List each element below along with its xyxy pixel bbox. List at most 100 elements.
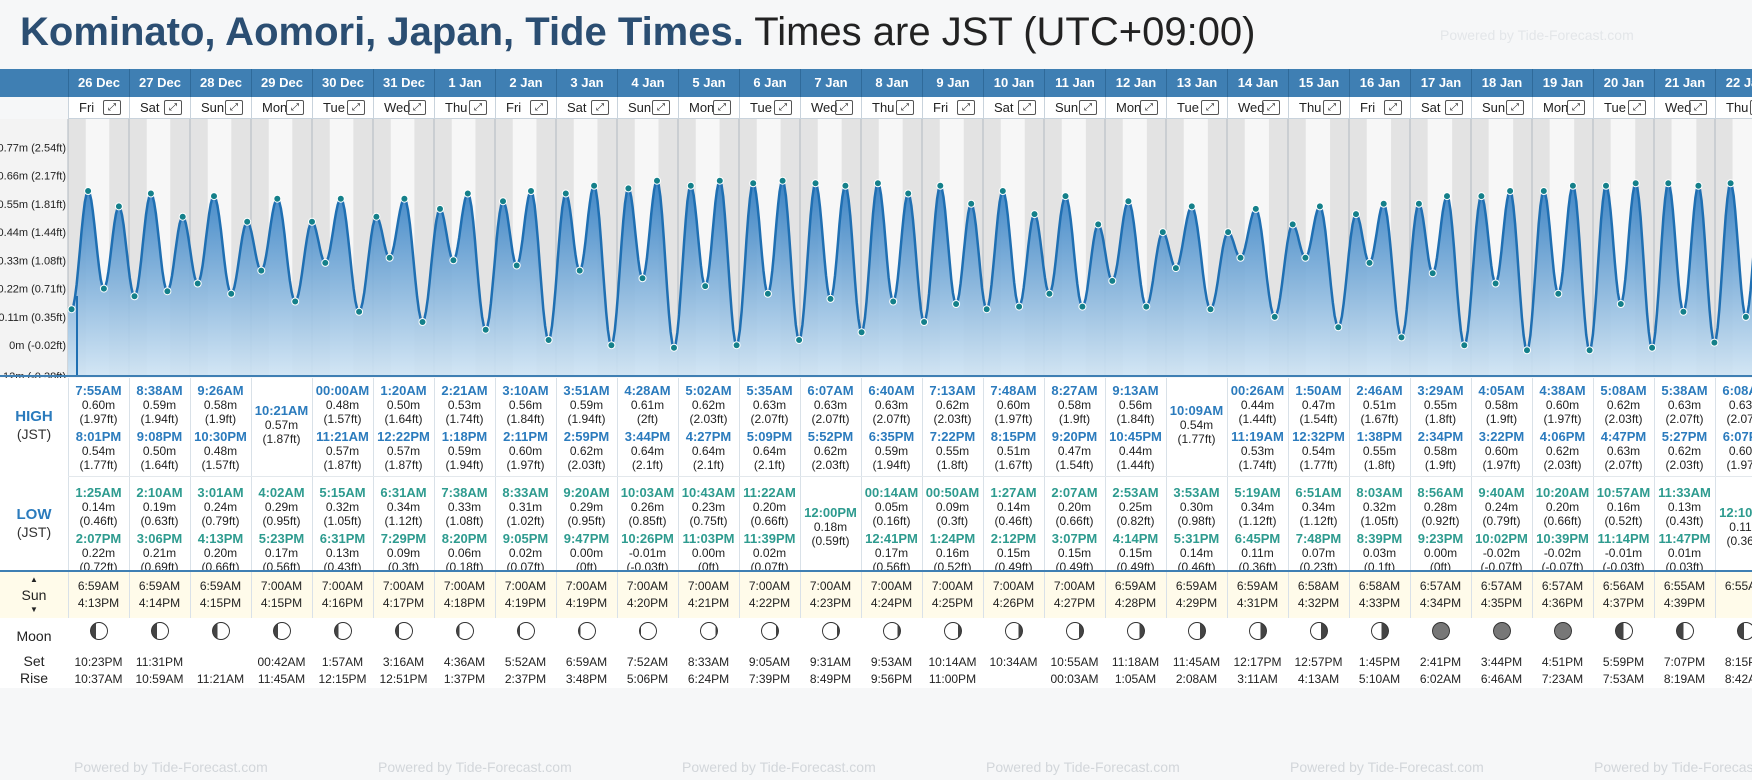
low-tide-entry: 6:51AM 0.34m (1.12ft) (1288, 486, 1349, 529)
day-of-week: Fri (1360, 100, 1376, 115)
date-label: 11 Jan (1044, 69, 1105, 97)
tide-height-m: 0.62m (1545, 444, 1580, 458)
moonset-time: 3:44PM (1480, 655, 1523, 669)
tide-height-m: 0.09m (386, 546, 421, 560)
tide-height-m: 0.55m (935, 444, 970, 458)
tide-height-ft: (1.64ft) (140, 458, 179, 472)
expand-icon[interactable]: ⤢ (530, 100, 548, 115)
expand-icon[interactable]: ⤢ (1567, 100, 1585, 115)
tide-height-m: 0.17m (874, 546, 909, 560)
tide-time: 7:29PM (380, 531, 427, 546)
expand-icon[interactable]: ⤢ (1689, 100, 1707, 115)
high-tide-entry: 3:44PM 0.64m (2.1ft) (617, 430, 678, 473)
expand-icon[interactable]: ⤢ (1323, 100, 1341, 115)
expand-icon[interactable]: ⤢ (164, 100, 182, 115)
expand-icon[interactable]: ⤢ (1628, 100, 1646, 115)
day-header: Wed ⤢ (373, 97, 434, 119)
expand-icon[interactable]: ⤢ (408, 100, 426, 115)
moonset-time: 12:57PM (1294, 655, 1343, 669)
tide-time: 2:34PM (1417, 429, 1464, 444)
sunrise-time: 7:00AM (1053, 579, 1096, 593)
expand-icon[interactable]: ⤢ (1506, 100, 1524, 115)
tide-time: 1:25AM (75, 485, 122, 500)
low-tide-point (1679, 307, 1688, 316)
expand-icon[interactable]: ⤢ (1750, 100, 1752, 115)
tide-height-ft: (1.57ft) (323, 412, 362, 426)
day-of-week: Fri (79, 100, 95, 115)
expand-icon[interactable]: ⤢ (1262, 100, 1280, 115)
moon-phase-icon (1553, 622, 1572, 640)
tide-height-m: 0.32m (1362, 500, 1397, 514)
expand-icon[interactable]: ⤢ (774, 100, 792, 115)
tide-height-ft: (2ft) (636, 412, 659, 426)
expand-icon[interactable]: ⤢ (225, 100, 243, 115)
expand-icon[interactable]: ⤢ (1079, 100, 1097, 115)
tide-time: 6:07PM (1722, 429, 1752, 444)
expand-icon[interactable]: ⤢ (1445, 100, 1463, 115)
sun-times: 6:58AM 4:33PM (1349, 578, 1410, 612)
low-tide-entry: 12:10PM0.11m(0.36ft) (1715, 506, 1752, 549)
expand-icon[interactable]: ⤢ (652, 100, 670, 115)
sun-times: 6:59AM 4:14PM (129, 578, 190, 612)
sunrise-time: 6:58AM (1358, 579, 1401, 593)
tide-height-ft: (0.95ft) (262, 514, 301, 528)
tide-height-m: 0.51m (996, 444, 1031, 458)
moonrise-time: 10:59AM (135, 672, 184, 686)
moon-phase-icon (1065, 622, 1084, 640)
expand-icon[interactable]: ⤢ (469, 100, 487, 115)
expand-icon[interactable]: ⤢ (286, 100, 304, 115)
tide-time: 2:11PM (503, 429, 548, 444)
expand-icon[interactable]: ⤢ (896, 100, 914, 115)
tide-height-m: 0.64m (630, 444, 665, 458)
column-divider (1044, 378, 1045, 570)
expand-icon[interactable]: ⤢ (1140, 100, 1158, 115)
expand-icon[interactable]: ⤢ (1384, 100, 1402, 115)
expand-icon[interactable]: ⤢ (957, 100, 975, 115)
sunrise-time: 6:58AM (1297, 579, 1340, 593)
high-tide-point (1539, 187, 1548, 195)
date-label: 5 Jan (678, 69, 739, 97)
tide-time: 4:47PM (1600, 429, 1647, 444)
high-tide-entry: 4:05AM 0.58m (1.9ft) (1471, 384, 1532, 427)
date-label: 1 Jan (434, 69, 495, 97)
high-tide-point (1288, 220, 1297, 229)
sun-times: 6:55AM (1715, 578, 1752, 595)
date-strip: 26 Dec 27 Dec 28 Dec 29 Dec 30 Dec 31 Dec 1 Ja… (0, 69, 1752, 97)
expand-icon[interactable]: ⤢ (103, 100, 121, 115)
tide-height-ft: (2.07ft) (811, 412, 850, 426)
expand-icon[interactable]: ⤢ (1018, 100, 1036, 115)
expand-icon[interactable]: ⤢ (835, 100, 853, 115)
tide-time: 5:02AM (685, 383, 732, 398)
tide-height-ft: (1.97ft) (1482, 458, 1521, 472)
low-tide-entry: 1:24PM 0.16m (0.52ft) (922, 532, 983, 575)
low-tide-entry: 5:31PM 0.14m (0.46ft) (1166, 532, 1227, 575)
tide-height-m: 0.54m (81, 444, 116, 458)
tide-height-ft: (1.9ft) (204, 412, 237, 426)
column-divider (1349, 378, 1350, 570)
day-of-week: Sun (1055, 100, 1079, 115)
tide-height-ft: (1.87ft) (323, 458, 362, 472)
tide-height-m: 0.11m (1241, 546, 1274, 560)
high-tide-entry: 9:13AM 0.56m (1.84ft) (1105, 384, 1166, 427)
tide-height-m: 0.55m (1362, 444, 1397, 458)
sunrise-time: 6:56AM (1602, 579, 1645, 593)
expand-icon[interactable]: ⤢ (713, 100, 731, 115)
expand-icon[interactable]: ⤢ (591, 100, 609, 115)
sun-times: 7:00AM 4:16PM (312, 578, 373, 612)
tide-table: 26 Dec 27 Dec 28 Dec 29 Dec 30 Dec 31 Dec 1 Ja… (0, 69, 1752, 753)
tide-time: 11:39PM (743, 531, 796, 546)
sunset-time: 4:13PM (77, 596, 120, 610)
high-tide-entry: 3:29AM 0.55m (1.8ft) (1410, 384, 1471, 427)
date-label: 3 Jan (556, 69, 617, 97)
moonset-time: 1:57AM (321, 655, 364, 669)
expand-icon[interactable]: ⤢ (347, 100, 365, 115)
moonset-time: 10:23PM (74, 655, 123, 669)
moon-phase-icon (272, 622, 291, 640)
tide-height-ft: (1.9ft) (1485, 412, 1518, 426)
tide-time: 4:06PM (1539, 429, 1586, 444)
expand-icon[interactable]: ⤢ (1201, 100, 1219, 115)
tide-height-ft: (1.8ft) (1424, 412, 1457, 426)
high-tide-point (308, 217, 316, 226)
tide-height-ft: (2.03ft) (1543, 458, 1582, 472)
low-jst-label: (JST) (16, 524, 52, 540)
